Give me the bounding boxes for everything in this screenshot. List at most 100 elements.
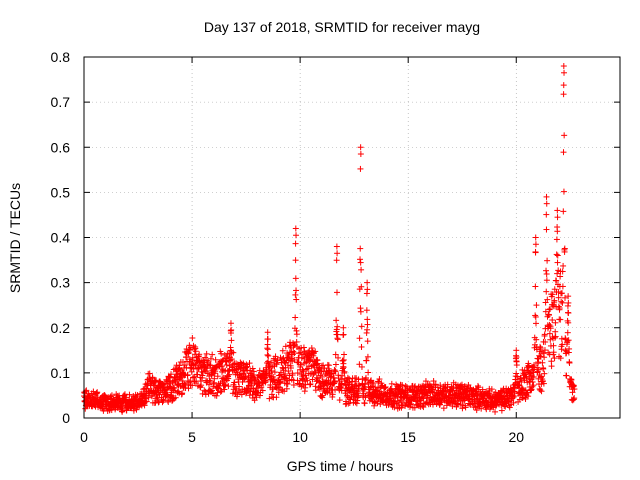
data-point <box>541 354 548 361</box>
data-point <box>218 363 225 370</box>
data-point <box>554 214 561 221</box>
data-point <box>191 360 198 367</box>
data-point <box>214 373 221 380</box>
data-point <box>219 368 226 375</box>
data-point <box>388 380 395 387</box>
y-tick-label: 0.4 <box>51 230 71 246</box>
data-point <box>284 381 291 388</box>
data-point <box>358 266 365 273</box>
data-point <box>238 391 245 398</box>
data-point <box>272 353 279 360</box>
data-point <box>543 211 550 218</box>
data-point <box>159 399 166 406</box>
data-point <box>293 331 300 338</box>
data-point <box>358 323 365 330</box>
data-point <box>341 351 348 358</box>
data-point <box>319 373 326 380</box>
data-point <box>357 256 364 263</box>
data-point <box>302 372 309 379</box>
data-point <box>362 381 369 388</box>
data-point <box>335 375 342 382</box>
data-point <box>532 248 539 255</box>
data-point <box>225 383 232 390</box>
x-tick-label: 10 <box>292 429 308 445</box>
data-point <box>340 324 347 331</box>
data-point <box>554 259 561 266</box>
data-point <box>533 302 540 309</box>
y-tick-label: 0.8 <box>51 49 71 65</box>
data-point <box>292 240 299 247</box>
data-point <box>292 291 299 298</box>
data-point <box>183 353 190 360</box>
data-point <box>370 380 377 387</box>
data-point <box>281 388 288 395</box>
data-point <box>179 377 186 384</box>
data-point <box>340 356 347 363</box>
data-point <box>307 380 314 387</box>
data-point <box>207 378 214 385</box>
data-point <box>207 355 214 362</box>
data-point <box>185 385 192 392</box>
data-point <box>399 382 406 389</box>
data-point <box>205 358 212 365</box>
data-point <box>381 384 388 391</box>
data-point <box>532 313 539 320</box>
data-point <box>142 395 149 402</box>
data-point <box>331 366 338 373</box>
data-point <box>246 360 253 367</box>
data-point <box>300 344 307 351</box>
data-point <box>285 368 292 375</box>
data-point <box>334 336 341 343</box>
data-point <box>290 382 297 389</box>
data-point <box>264 329 271 336</box>
data-point <box>303 359 310 366</box>
data-point <box>319 392 326 399</box>
data-point <box>203 368 210 375</box>
data-point <box>268 359 275 366</box>
data-point <box>358 283 365 290</box>
data-point <box>304 377 311 384</box>
data-point <box>292 257 299 264</box>
data-point <box>211 375 218 382</box>
data-point <box>108 392 115 399</box>
data-point <box>289 372 296 379</box>
data-point <box>560 188 567 195</box>
data-point <box>274 357 281 364</box>
data-point <box>244 363 251 370</box>
data-point <box>184 371 191 378</box>
data-point <box>357 151 364 158</box>
data-point <box>312 348 319 355</box>
data-point <box>292 225 299 232</box>
data-point <box>144 381 151 388</box>
y-axis-label: SRMTID / TECUs <box>7 183 23 293</box>
data-point <box>341 368 348 375</box>
data-point <box>279 347 286 354</box>
data-point <box>560 91 567 98</box>
data-point <box>249 365 256 372</box>
data-point <box>407 401 414 408</box>
data-point <box>541 370 548 377</box>
data-point <box>543 271 550 278</box>
data-point <box>198 382 205 389</box>
data-point <box>533 320 540 327</box>
y-tick-label: 0 <box>62 410 70 426</box>
data-point <box>347 396 354 403</box>
data-point <box>165 398 172 405</box>
data-point <box>293 296 300 303</box>
data-point <box>333 289 340 296</box>
data-point <box>189 382 196 389</box>
data-point <box>557 316 564 323</box>
data-point <box>558 346 565 353</box>
data-point <box>287 365 294 372</box>
y-tick-label: 0.5 <box>51 184 71 200</box>
data-point <box>230 349 237 356</box>
data-point <box>323 388 330 395</box>
data-point <box>357 259 364 266</box>
data-point <box>325 362 332 369</box>
data-point <box>264 346 271 353</box>
data-point <box>375 384 382 391</box>
data-point <box>368 377 375 384</box>
data-point <box>172 394 179 401</box>
data-point <box>186 356 193 363</box>
